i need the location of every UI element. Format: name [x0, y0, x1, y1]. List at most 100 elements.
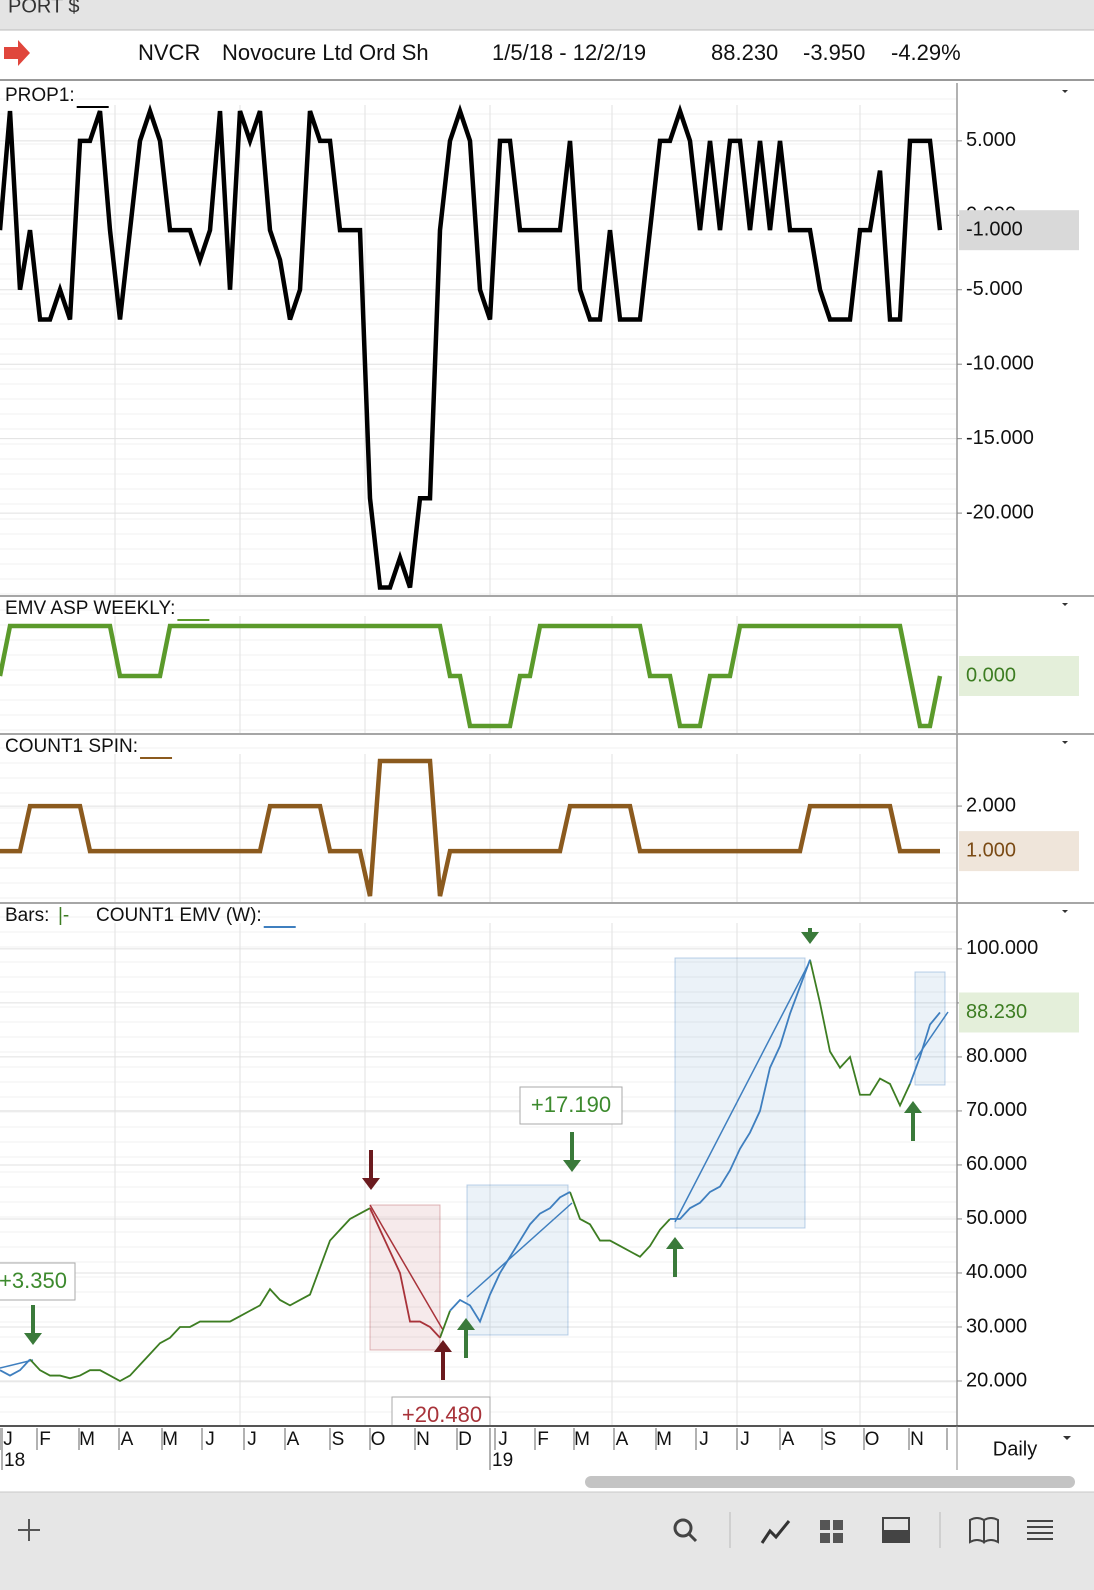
trade-label: +17.190 [531, 1092, 611, 1117]
y-tick-label: 30.000 [966, 1315, 1027, 1337]
current-value-label: -1.000 [966, 218, 1023, 240]
trade-label-box [0, 1262, 76, 1301]
x-tick-label: J [740, 1429, 750, 1450]
signal-arrow-head [666, 1237, 684, 1249]
bars-symbol: |- [58, 905, 69, 926]
data-line [0, 103, 943, 590]
y-tick-label: -10.000 [966, 352, 1034, 374]
signal-arrow-head [362, 1178, 380, 1190]
year-label: 19 [492, 1450, 513, 1471]
plot-area: +3.350 +20.480 +17.190 [0, 928, 949, 1427]
search-button[interactable] [673, 1518, 698, 1543]
current-value-box [959, 992, 1079, 1033]
x-tick-label: F [39, 1429, 51, 1450]
panel-menu[interactable] [1062, 741, 1068, 744]
y-tick-label: 2.000 [966, 794, 1016, 816]
panel: 2.000 1.000 COUNT1 SPIN: [0, 734, 1094, 904]
emv-line [369, 1204, 444, 1331]
x-tick-label: A [616, 1429, 629, 1450]
signal-arrow-head [24, 1333, 42, 1345]
current-value-label: 1.000 [966, 839, 1016, 861]
plot-area [0, 103, 943, 590]
y-tick-label: 80.000 [966, 1045, 1027, 1067]
signal-arrow-head [457, 1318, 475, 1330]
trade-label-box [391, 1396, 491, 1425]
data-line [369, 1207, 441, 1339]
y-tick-label: 60.000 [966, 1153, 1027, 1175]
y-tick-label: 20.000 [966, 1369, 1027, 1391]
x-axis-bg [0, 1426, 1094, 1470]
dropdown-icon[interactable] [1063, 1436, 1071, 1440]
x-tick-label: O [371, 1429, 386, 1450]
x-tick-label: M [574, 1429, 590, 1450]
trade-region [914, 971, 946, 1086]
y-tick-label: -5.000 [966, 278, 1023, 300]
book-button[interactable] [969, 1517, 999, 1544]
plot-area [0, 758, 940, 897]
trade-region [369, 1204, 441, 1351]
x-tick-label: F [537, 1429, 549, 1450]
panel-menu[interactable] [1062, 603, 1068, 606]
panel: 100.00090.00080.00070.00060.00050.00040.… [0, 903, 1094, 1427]
signal-arrow-head [801, 932, 819, 944]
emv-line [674, 964, 809, 1223]
signal-arrow-head [434, 1340, 452, 1352]
company-name: Novocure Ltd Ord Sh [222, 40, 429, 65]
panel-title: Bars: [5, 905, 49, 926]
symbol: NVCR [138, 40, 200, 65]
x-tick-label: A [782, 1429, 795, 1450]
x-tick-label: A [287, 1429, 300, 1450]
current-value-box [959, 656, 1079, 696]
data-line [29, 959, 911, 1383]
data-line [0, 623, 943, 729]
y-tick-label: 100.000 [966, 937, 1038, 959]
signal-arrow-head [904, 1101, 922, 1113]
emv-line [466, 1202, 573, 1298]
data-line [0, 959, 941, 1377]
y-tick-label: 5.000 [966, 129, 1016, 151]
x-tick-label: A [121, 1429, 134, 1450]
last-price: 88.230 [711, 40, 778, 65]
panel-title: EMV ASP WEEKLY: [5, 598, 175, 619]
trade-label: +3.350 [0, 1268, 67, 1293]
menu-button[interactable] [1027, 1520, 1053, 1540]
add-button[interactable] [18, 1519, 40, 1541]
y-tick-label: -20.000 [966, 501, 1034, 523]
change-pct: -4.29% [891, 40, 961, 65]
emv-line [914, 1011, 949, 1061]
panel-title: PROP1: [5, 85, 75, 106]
panel-menu[interactable] [1062, 90, 1068, 93]
y-tick-label: 40.000 [966, 1261, 1027, 1283]
x-tick-label: M [656, 1429, 672, 1450]
x-tick-label: J [699, 1429, 709, 1450]
plot-area [0, 623, 943, 729]
x-tick-label: N [910, 1429, 924, 1450]
arrow-icon[interactable] [4, 40, 30, 66]
current-value-box [959, 210, 1079, 251]
trade-label: +20.480 [402, 1402, 482, 1427]
current-value-label: 0.000 [966, 664, 1016, 686]
x-tick-label: M [79, 1429, 95, 1450]
x-tick-label: D [458, 1429, 472, 1450]
draw-button[interactable] [760, 1520, 791, 1544]
y-tick-label: 70.000 [966, 1099, 1027, 1121]
top-bar [0, 0, 1094, 30]
x-tick-label: S [824, 1429, 837, 1450]
x-tick-label: M [162, 1429, 178, 1450]
x-tick-label: J [247, 1429, 257, 1450]
year-label: 18 [4, 1450, 25, 1471]
x-tick-label: S [332, 1429, 345, 1450]
x-tick-label: N [416, 1429, 430, 1450]
period-selector[interactable]: Daily [993, 1438, 1037, 1460]
y-tick-label: 50.000 [966, 1207, 1027, 1229]
layout-button[interactable] [820, 1520, 843, 1543]
panel-menu[interactable] [1062, 910, 1068, 913]
scrollbar[interactable] [585, 1476, 1075, 1488]
panel-button[interactable] [882, 1517, 910, 1543]
x-tick-label: J [3, 1429, 13, 1450]
trade-label-box [519, 1086, 623, 1125]
change: -3.950 [803, 40, 865, 65]
x-tick-label: J [498, 1429, 508, 1450]
trade-region [674, 957, 806, 1229]
